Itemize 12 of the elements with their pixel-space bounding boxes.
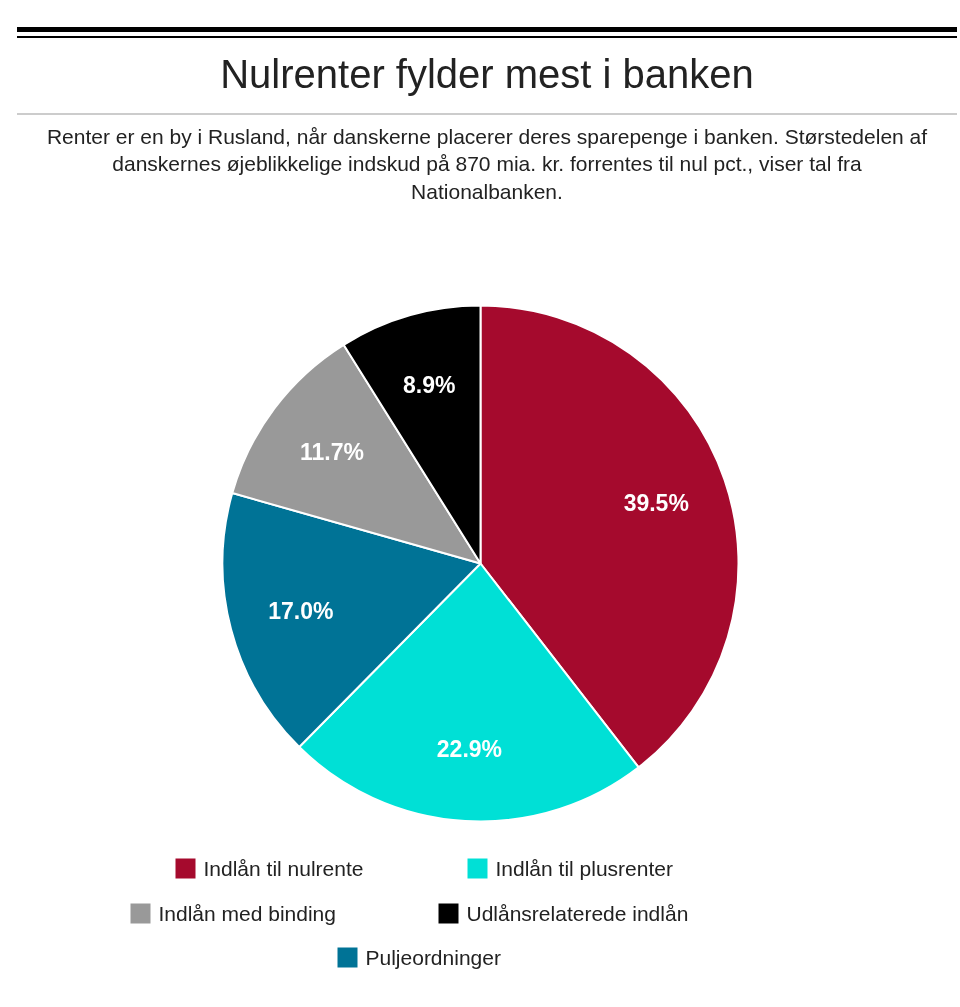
- data-label: 17.0%: [268, 597, 334, 624]
- chart-title: Nulrenter fylder mest i banken: [219, 51, 755, 98]
- chart-subtitle: Renter er en by i Rusland, når danskerne placerer deres sparepenge i banken. Størstedelen af danskernes øjeblikkelige indskud på 870 mia. kr. forrentes til nul pct., viser tal fra Nationalbanken.: [45, 124, 929, 205]
- legend-label: Indlån med binding: [158, 902, 336, 925]
- legend-label: Indlån til nulrente: [203, 857, 364, 880]
- data-label: 8.9%: [403, 371, 456, 398]
- legend-label: Udlånsrelaterede indlån: [466, 902, 689, 925]
- data-label: 39.5%: [623, 490, 689, 517]
- data-label: 22.9%: [436, 735, 503, 762]
- data-label: 11.7%: [299, 438, 364, 465]
- legend-label: Puljeordninger: [365, 946, 501, 969]
- legend-label: Indlån til plusrenter: [495, 857, 673, 880]
